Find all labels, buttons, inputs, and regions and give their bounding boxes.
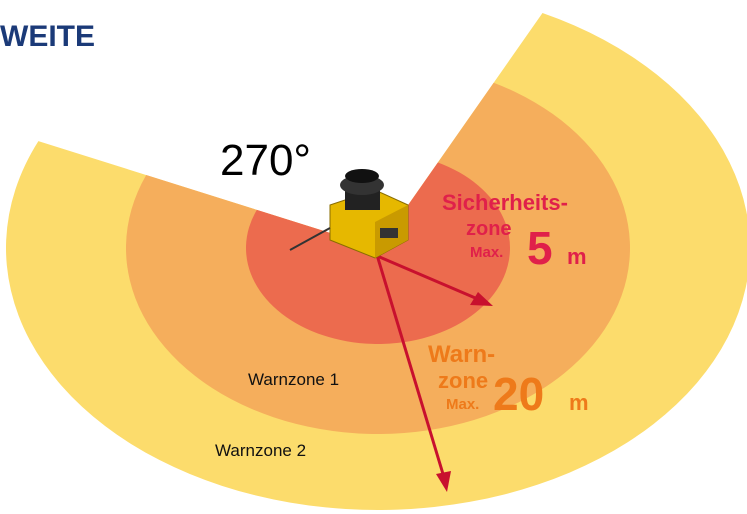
title: WEITE [0, 20, 95, 53]
zones [6, 13, 747, 510]
warning-max: Max. [446, 396, 479, 413]
warning-unit: m [569, 390, 589, 415]
warning-line2: zone [438, 368, 488, 393]
safety-line2: zone [466, 218, 512, 240]
warning-value: 20 [493, 368, 544, 420]
zone-diagram: WEITE 270° Sicherheits- zone Max. 5 m Wa… [0, 0, 747, 514]
safety-line1: Sicherheits- [442, 190, 568, 215]
warning-line1: Warn- [428, 341, 495, 368]
safety-unit: m [567, 244, 587, 269]
zone-label: Warnzone 1 [248, 370, 339, 389]
safety-max: Max. [470, 244, 503, 261]
angle-label: 270° [220, 136, 311, 185]
zone-label: Warnzone 2 [215, 441, 306, 460]
safety-value: 5 [527, 222, 553, 274]
